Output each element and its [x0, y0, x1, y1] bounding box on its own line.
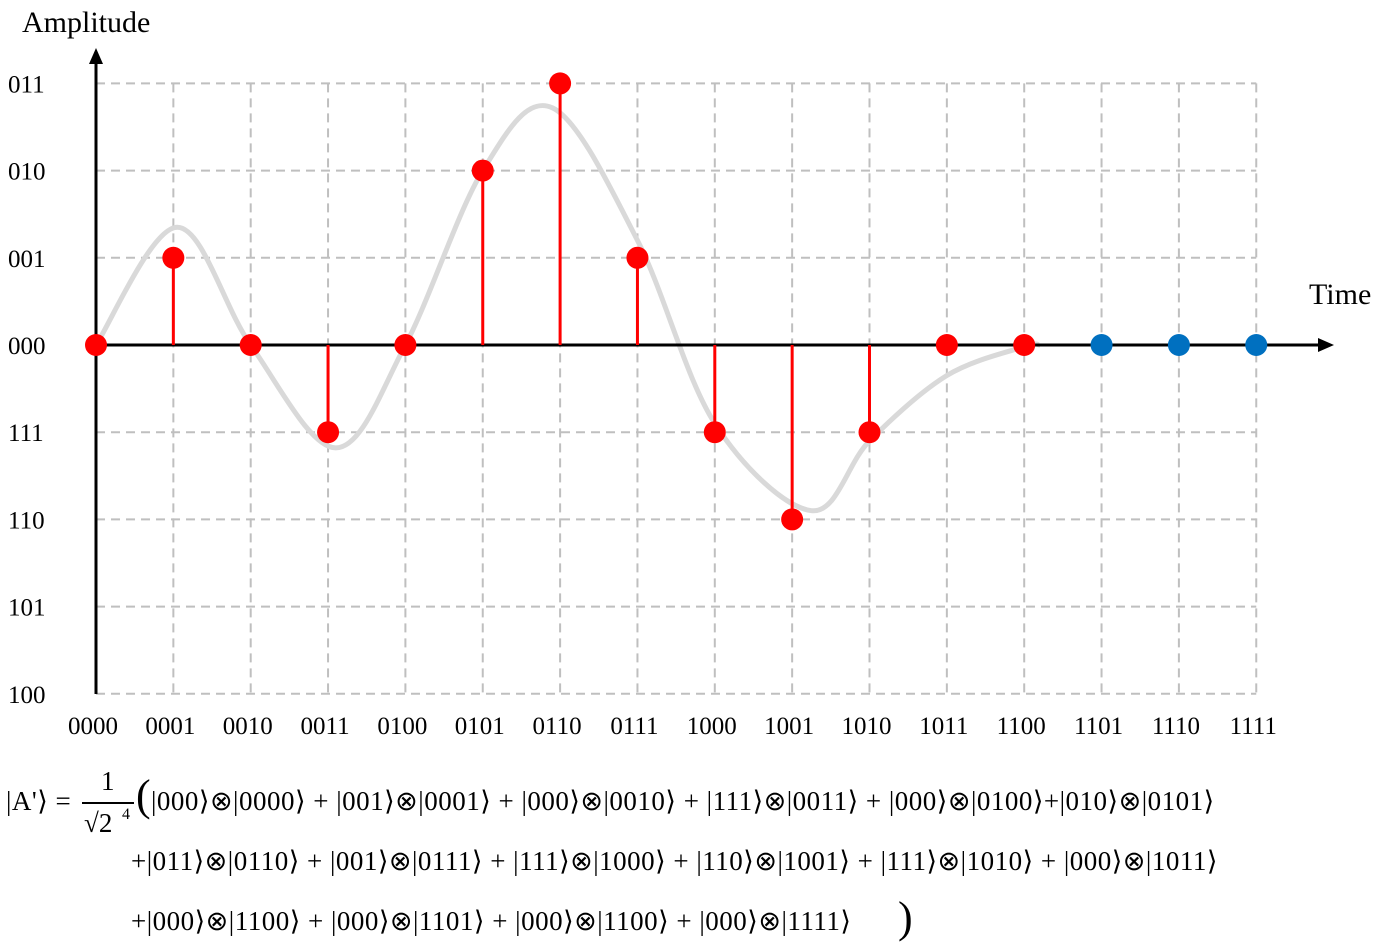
y-tick-label: 001 — [8, 246, 46, 273]
x-tick-label: 1101 — [1074, 713, 1123, 740]
data-point-red — [239, 334, 262, 356]
x-tick-label: 1100 — [997, 713, 1046, 740]
x-tick-label: 0000 — [68, 713, 118, 740]
x-tick-label: 1000 — [687, 713, 737, 740]
data-point-red — [935, 334, 958, 356]
y-tick-label: 110 — [8, 507, 45, 534]
equation-line-3: +|000⟩⊗|1100⟩ + |000⟩⊗|1101⟩ + |000⟩⊗|11… — [131, 906, 852, 936]
data-point-red — [858, 421, 881, 444]
points — [85, 72, 1268, 531]
data-point-red — [1013, 334, 1036, 356]
y-tick-label: 000 — [8, 333, 46, 360]
equation-numerator: 1 — [101, 766, 115, 796]
x-tick-label: 0101 — [455, 713, 505, 740]
stem-chart: 0000 0001 0010 0011 0100 0101 0110 0111 1000 1001… — [8, 6, 1371, 740]
x-tick-label: 1111 — [1230, 713, 1277, 740]
x-tick-label: 0110 — [533, 713, 582, 740]
data-point-red — [703, 421, 726, 444]
equation-line-2: +|011⟩⊗|0110⟩ + |001⟩⊗|0111⟩ + |111⟩⊗|10… — [131, 846, 1218, 876]
open-paren: ( — [136, 771, 151, 820]
y-tick-label: 111 — [8, 420, 44, 447]
grid — [96, 82, 1258, 695]
x-tick-label: 0100 — [377, 713, 427, 740]
x-tick-label: 1110 — [1152, 713, 1200, 740]
data-point-red — [471, 159, 494, 182]
data-point-red — [85, 334, 107, 356]
stems — [171, 83, 871, 520]
equation-denominator: √2 — [84, 808, 113, 838]
y-axis-label: Amplitude — [22, 6, 150, 39]
x-tick-label: 1010 — [842, 713, 892, 740]
x-axis-arrow — [1318, 338, 1334, 352]
y-axis-arrow — [89, 48, 103, 64]
data-point-blue — [1167, 334, 1190, 356]
data-point-red — [626, 246, 649, 269]
data-point-red — [549, 72, 572, 95]
denominator-exponent: 4 — [122, 806, 130, 823]
smooth-curve — [93, 103, 1040, 514]
y-tick-label: 101 — [8, 595, 46, 622]
x-tick-label: 1011 — [919, 713, 968, 740]
x-tick-labels: 0000 0001 0010 0011 0100 0101 0110 0111 1000 1001… — [68, 713, 1277, 740]
data-point-red — [394, 334, 417, 356]
data-point-blue — [1090, 334, 1113, 356]
fraction-bar — [82, 802, 134, 804]
x-tick-label: 0010 — [223, 713, 273, 740]
y-tick-labels: 011 010 001 000 111 110 101 100 — [8, 71, 46, 708]
x-axis-label: Time — [1309, 278, 1371, 311]
y-tick-label: 011 — [8, 71, 45, 98]
data-point-red — [781, 508, 804, 531]
data-point-red — [162, 246, 185, 269]
x-tick-label: 0011 — [301, 713, 350, 740]
x-tick-label: 1001 — [764, 713, 814, 740]
close-paren: ) — [898, 893, 913, 942]
y-tick-label: 010 — [8, 159, 46, 186]
data-point-red — [317, 421, 340, 444]
equation-line-1: |000⟩⊗|0000⟩ + |001⟩⊗|0001⟩ + |000⟩⊗|001… — [151, 786, 1215, 816]
x-tick-label: 0001 — [145, 713, 195, 740]
equation-lhs: |A'⟩ = — [6, 786, 72, 816]
y-tick-label: 100 — [8, 682, 46, 709]
data-point-blue — [1245, 334, 1268, 356]
axes — [89, 48, 1334, 694]
x-tick-label: 0111 — [610, 713, 658, 740]
